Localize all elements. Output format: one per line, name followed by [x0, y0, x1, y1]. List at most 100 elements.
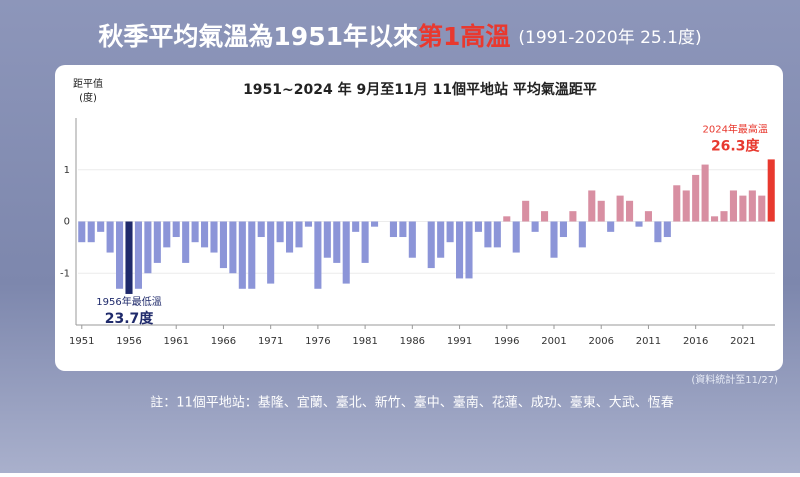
bar	[408, 221, 416, 258]
title-part: 第1高溫	[418, 22, 510, 51]
bar	[465, 221, 473, 279]
bar	[588, 190, 596, 222]
bar	[748, 190, 756, 222]
x-tick-label: 1956	[116, 336, 141, 347]
bar	[323, 221, 331, 258]
x-tick-label: 2011	[636, 336, 661, 347]
bar	[106, 221, 114, 253]
bar	[550, 221, 558, 258]
bar	[286, 221, 294, 253]
x-tick-label: 1976	[305, 336, 330, 347]
x-tick-label: 1951	[69, 336, 94, 347]
bar	[333, 221, 341, 263]
annotation-value: 26.3度	[711, 137, 761, 154]
x-tick-label: 1971	[258, 336, 283, 347]
bar	[172, 221, 180, 238]
bar	[597, 200, 605, 222]
bar	[229, 221, 237, 274]
y-axis-label: 距平值	[73, 77, 103, 90]
bar	[663, 221, 671, 238]
bar	[474, 221, 482, 232]
bar	[673, 185, 681, 222]
bar	[97, 221, 105, 232]
bar	[134, 221, 142, 289]
x-tick-label: 1981	[352, 336, 377, 347]
x-tick-label: 1986	[400, 336, 425, 347]
y-tick-label: -1	[60, 268, 70, 279]
bar	[201, 221, 209, 248]
annotation-value: 23.7度	[105, 310, 155, 327]
bar	[682, 190, 690, 222]
bar	[399, 221, 407, 238]
annotation-label: 1956年最低溫	[96, 295, 161, 308]
bar	[541, 211, 549, 222]
bar	[371, 221, 379, 227]
bar	[578, 221, 586, 248]
x-tick-label: 1966	[211, 336, 236, 347]
bar	[626, 200, 634, 222]
bar	[219, 221, 227, 269]
bar	[182, 221, 190, 263]
bar	[758, 195, 766, 222]
x-tick-label: 2001	[541, 336, 566, 347]
x-tick-label: 2021	[730, 336, 755, 347]
x-tick-label: 2006	[588, 336, 613, 347]
bar	[248, 221, 256, 289]
bar	[238, 221, 246, 289]
bar	[78, 221, 86, 243]
bar	[616, 195, 624, 222]
bar	[361, 221, 369, 263]
annotation-label: 2024年最高溫	[702, 122, 767, 135]
bar	[342, 221, 350, 284]
bar	[116, 221, 124, 289]
bar	[191, 221, 199, 243]
title-part: 秋季平均氣溫為1951年以來	[98, 22, 418, 51]
title-note: (1991-2020年 25.1度)	[518, 28, 701, 48]
bar	[304, 221, 312, 227]
bar	[352, 221, 360, 232]
bar	[276, 221, 284, 243]
bar	[210, 221, 218, 253]
bar	[635, 221, 643, 227]
x-tick-label: 1961	[163, 336, 188, 347]
bar	[531, 221, 539, 232]
y-tick-label: 1	[64, 165, 70, 176]
bar	[484, 221, 492, 248]
x-tick-label: 2016	[683, 336, 708, 347]
bar	[503, 216, 511, 222]
chart-title: 1951~2024 年 9月至11月 11個平地站 平均氣溫距平	[243, 81, 597, 98]
bar	[163, 221, 171, 248]
bar	[314, 221, 322, 289]
bar	[125, 221, 133, 294]
chart-card	[55, 65, 783, 371]
bar	[767, 159, 775, 222]
bar	[446, 221, 454, 243]
bar	[692, 174, 700, 222]
bar	[654, 221, 662, 243]
bar	[607, 221, 615, 232]
bar	[493, 221, 501, 248]
source-note: (資料統計至11/27)	[691, 373, 778, 386]
footer-note: 註：11個平地站：基隆、宜蘭、臺北、新竹、臺中、臺南、花蓮、成功、臺東、大武、恆…	[150, 395, 674, 411]
bar	[257, 221, 265, 238]
y-axis-label: (度)	[79, 91, 97, 104]
bar	[267, 221, 275, 284]
bar	[389, 221, 397, 238]
bar	[711, 216, 719, 222]
bar	[644, 211, 652, 222]
bar	[437, 221, 445, 258]
bar	[729, 190, 737, 222]
bar	[87, 221, 95, 243]
x-tick-label: 1991	[447, 336, 472, 347]
bar	[559, 221, 567, 238]
bar	[569, 211, 577, 222]
bar	[427, 221, 435, 269]
bar	[701, 164, 709, 222]
bar	[739, 195, 747, 222]
y-tick-label: 0	[64, 217, 70, 228]
bar	[512, 221, 520, 253]
x-tick-label: 1996	[494, 336, 519, 347]
bar	[295, 221, 303, 248]
slide-title: 秋季平均氣溫為1951年以來第1高溫 (1991-2020年 25.1度)	[98, 22, 701, 51]
